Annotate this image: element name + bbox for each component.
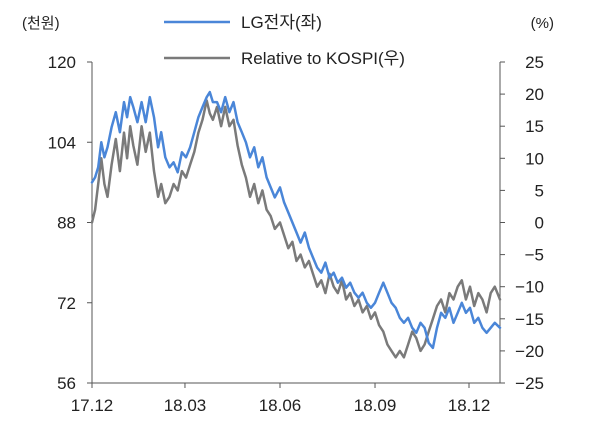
left-tick-label: 56 (57, 374, 76, 393)
right-tick-label: 0 (535, 214, 544, 233)
right-tick-label: 10 (525, 149, 544, 168)
right-tick-label: 5 (535, 181, 544, 200)
left-tick-label: 88 (57, 214, 76, 233)
right-tick-label: 20 (525, 85, 544, 104)
left-tick-label: 104 (48, 133, 76, 152)
left-tick-label: 120 (48, 53, 76, 72)
right-tick-label: −20 (515, 342, 544, 361)
left-axis-unit: (천원) (22, 15, 60, 32)
x-tick-label: 18.06 (259, 396, 302, 415)
right-tick-label: 15 (525, 117, 544, 136)
right-tick-label: −5 (525, 246, 544, 265)
right-tick-label: 25 (525, 53, 544, 72)
x-tick-label: 18.09 (354, 396, 397, 415)
x-axis-ticks: 17.12 18.03 18.06 18.09 18.12 (71, 383, 491, 415)
legend: LG전자(좌) Relative to KOSPI(우) (164, 13, 405, 68)
series-lines (90, 90, 502, 359)
legend-label-kospi: Relative to KOSPI(우) (241, 49, 405, 68)
left-tick-label: 72 (57, 294, 76, 313)
right-axis-unit: (%) (531, 15, 554, 32)
x-tick-label: 18.12 (448, 396, 491, 415)
right-axis-ticks: 25 20 15 10 5 0 −5 −10 −15 −20 −25 (500, 53, 544, 393)
left-axis-ticks: 120 104 88 72 56 (48, 53, 92, 393)
x-tick-label: 17.12 (71, 396, 114, 415)
right-tick-label: −15 (515, 310, 544, 329)
right-tick-label: −25 (515, 374, 544, 393)
series-line-lg (90, 90, 502, 350)
x-tick-label: 18.03 (164, 396, 207, 415)
right-tick-label: −10 (515, 278, 544, 297)
legend-label-lg: LG전자(좌) (241, 13, 322, 32)
series-line-kospi-relative (90, 99, 502, 359)
